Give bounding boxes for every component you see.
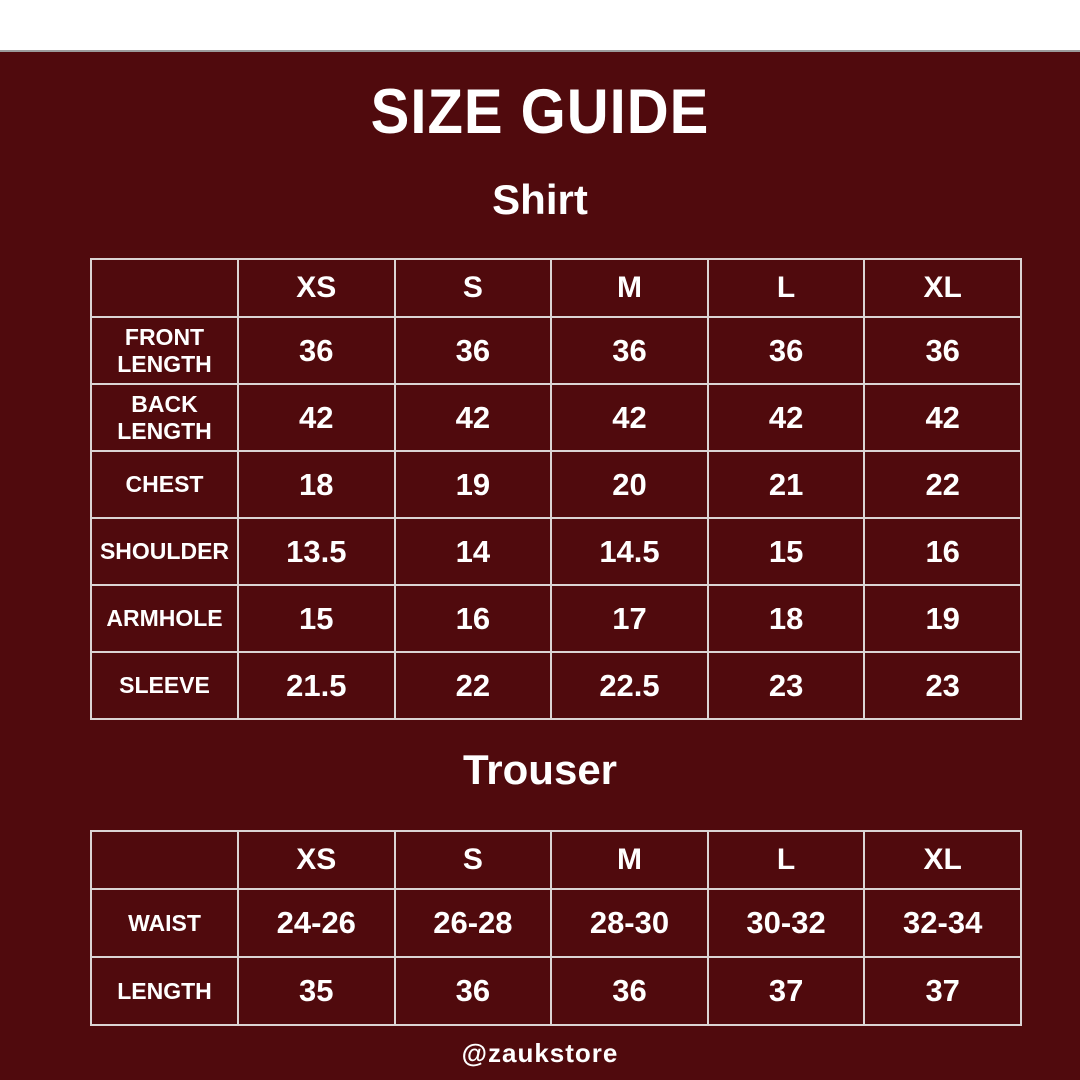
shirt-table-row: SLEEVE 21.5 22 22.5 23 23 <box>90 651 1022 720</box>
trouser-value-cell: 35 <box>237 956 396 1026</box>
shirt-column-header: S <box>393 258 553 318</box>
shirt-value-cell: 14.5 <box>550 517 709 586</box>
trouser-value-cell: 36 <box>393 956 553 1026</box>
trouser-size-table: XS S M L XL WAIST 24-26 26-28 28-30 30-32 32-34 LE… <box>90 830 1022 1026</box>
shirt-table-row: SHOULDER 13.5 14 14.5 15 16 <box>90 517 1022 586</box>
shirt-value-cell: 22 <box>393 651 553 720</box>
trouser-table-row: WAIST 24-26 26-28 28-30 30-32 32-34 <box>90 888 1022 958</box>
shirt-size-table: XS S M L XL FRONT LENGTH 36 36 36 36 36 BACK LENGT… <box>90 258 1022 720</box>
trouser-header-row: XS S M L XL <box>90 830 1022 890</box>
shirt-value-cell: 15 <box>706 517 866 586</box>
shirt-value-cell: 19 <box>393 450 553 519</box>
shirt-column-header: L <box>706 258 866 318</box>
store-handle: @zaukstore <box>461 1038 619 1068</box>
shirt-value-cell: 36 <box>706 316 866 385</box>
shirt-column-header: XL <box>863 258 1022 318</box>
shirt-column-header <box>90 258 239 318</box>
shirt-value-cell: 42 <box>706 383 866 452</box>
shirt-value-cell: 22 <box>863 450 1022 519</box>
shirt-value-cell: 15 <box>237 584 396 653</box>
shirt-value-cell: 22.5 <box>550 651 709 720</box>
shirt-value-cell: 42 <box>393 383 553 452</box>
shirt-value-cell: 23 <box>863 651 1022 720</box>
shirt-row-label: CHEST <box>90 450 239 519</box>
trouser-value-cell: 32-34 <box>863 888 1022 958</box>
trouser-column-header: M <box>550 830 709 890</box>
shirt-row-label: FRONT LENGTH <box>90 316 239 385</box>
shirt-value-cell: 23 <box>706 651 866 720</box>
shirt-value-cell: 16 <box>863 517 1022 586</box>
shirt-value-cell: 42 <box>550 383 709 452</box>
shirt-value-cell: 16 <box>393 584 553 653</box>
trouser-value-cell: 37 <box>863 956 1022 1026</box>
trouser-column-header: S <box>393 830 553 890</box>
shirt-column-header: M <box>550 258 709 318</box>
trouser-value-cell: 26-28 <box>393 888 553 958</box>
shirt-column-header: XS <box>237 258 396 318</box>
shirt-value-cell: 20 <box>550 450 709 519</box>
shirt-table-row: CHEST 18 19 20 21 22 <box>90 450 1022 519</box>
shirt-table-row: FRONT LENGTH 36 36 36 36 36 <box>90 316 1022 385</box>
shirt-value-cell: 13.5 <box>237 517 396 586</box>
shirt-value-cell: 42 <box>237 383 396 452</box>
trouser-value-cell: 24-26 <box>237 888 396 958</box>
trouser-column-header: XL <box>863 830 1022 890</box>
shirt-value-cell: 36 <box>550 316 709 385</box>
trouser-table-row: LENGTH 35 36 36 37 37 <box>90 956 1022 1026</box>
shirt-header-row: XS S M L XL <box>90 258 1022 318</box>
trouser-value-cell: 37 <box>706 956 866 1026</box>
shirt-row-label: SLEEVE <box>90 651 239 720</box>
top-white-strip <box>0 0 1080 52</box>
shirt-value-cell: 14 <box>393 517 553 586</box>
shirt-row-label: ARMHOLE <box>90 584 239 653</box>
trouser-column-header <box>90 830 239 890</box>
shirt-value-cell: 21.5 <box>237 651 396 720</box>
trouser-section-heading: Trouser <box>462 746 618 793</box>
shirt-value-cell: 17 <box>550 584 709 653</box>
shirt-value-cell: 19 <box>863 584 1022 653</box>
shirt-row-label: SHOULDER <box>90 517 239 586</box>
shirt-section-heading: Shirt <box>492 176 588 223</box>
trouser-column-header: XS <box>237 830 396 890</box>
shirt-value-cell: 36 <box>863 316 1022 385</box>
trouser-value-cell: 36 <box>550 956 709 1026</box>
shirt-row-label: BACK LENGTH <box>90 383 239 452</box>
shirt-value-cell: 18 <box>237 450 396 519</box>
page-title: SIZE GUIDE <box>370 77 710 148</box>
trouser-row-label: WAIST <box>90 888 239 958</box>
shirt-table-row: BACK LENGTH 42 42 42 42 42 <box>90 383 1022 452</box>
shirt-value-cell: 36 <box>237 316 396 385</box>
shirt-value-cell: 36 <box>393 316 553 385</box>
trouser-row-label: LENGTH <box>90 956 239 1026</box>
shirt-table-row: ARMHOLE 15 16 17 18 19 <box>90 584 1022 653</box>
shirt-value-cell: 18 <box>706 584 866 653</box>
trouser-value-cell: 28-30 <box>550 888 709 958</box>
trouser-value-cell: 30-32 <box>706 888 866 958</box>
shirt-value-cell: 42 <box>863 383 1022 452</box>
trouser-column-header: L <box>706 830 866 890</box>
shirt-value-cell: 21 <box>706 450 866 519</box>
